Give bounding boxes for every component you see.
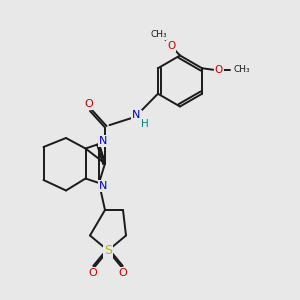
Text: O: O — [118, 268, 127, 278]
Text: N: N — [99, 181, 108, 191]
Text: S: S — [104, 244, 112, 257]
Text: N: N — [132, 110, 141, 121]
Text: O: O — [214, 65, 223, 75]
Text: CH₃: CH₃ — [150, 30, 167, 39]
Text: O: O — [84, 99, 93, 110]
Text: H: H — [141, 119, 149, 129]
Text: N: N — [99, 136, 108, 146]
Text: CH₃: CH₃ — [234, 65, 250, 74]
Text: O: O — [88, 268, 98, 278]
Text: O: O — [167, 41, 175, 51]
